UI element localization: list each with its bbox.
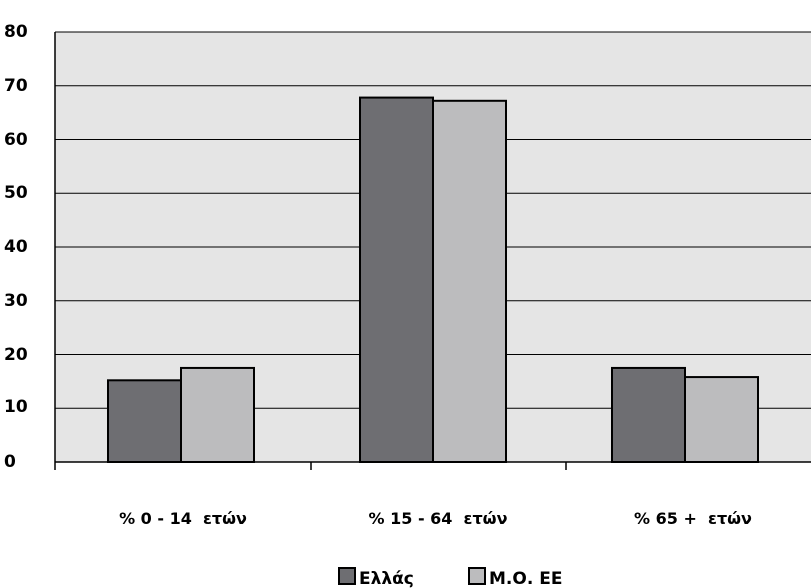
legend-label-eu-average: Μ.Ο. ΕΕ bbox=[489, 569, 562, 588]
x-category-label: % 65 + ετών bbox=[634, 509, 752, 528]
legend-swatch-eu-average bbox=[468, 567, 486, 585]
bar-eu-average-1 bbox=[432, 99, 507, 464]
x-axis-category-labels: % 0 - 14 ετών % 15 - 64 ετών % 65 + ετών bbox=[119, 509, 752, 528]
y-tick-label: 80 bbox=[4, 22, 28, 42]
y-tick-label: 60 bbox=[4, 130, 28, 150]
bar-eu-average-0 bbox=[180, 366, 255, 463]
bar-eu-average-2 bbox=[684, 376, 759, 464]
bar-greece-2 bbox=[611, 366, 686, 463]
x-category-label: % 0 - 14 ετών bbox=[119, 509, 247, 528]
bars bbox=[107, 96, 759, 464]
y-tick-label: 0 bbox=[4, 452, 16, 472]
y-tick-label: 30 bbox=[4, 291, 28, 311]
legend-label-greece: Ελλάς bbox=[359, 569, 414, 588]
legend: Ελλάς Μ.Ο. ΕΕ bbox=[338, 567, 562, 588]
y-tick-label: 40 bbox=[4, 237, 28, 257]
bar-greece-1 bbox=[359, 96, 434, 463]
bar-greece-0 bbox=[107, 379, 182, 463]
y-tick-label: 50 bbox=[4, 183, 28, 203]
y-tick-label: 20 bbox=[4, 345, 28, 365]
y-tick-label: 10 bbox=[4, 397, 28, 417]
y-axis-tick-labels: 0 10 20 30 40 50 60 70 80 bbox=[4, 22, 28, 472]
y-tick-label: 70 bbox=[4, 76, 28, 96]
x-category-label: % 15 - 64 ετών bbox=[369, 509, 508, 528]
legend-swatch-greece bbox=[338, 567, 356, 585]
